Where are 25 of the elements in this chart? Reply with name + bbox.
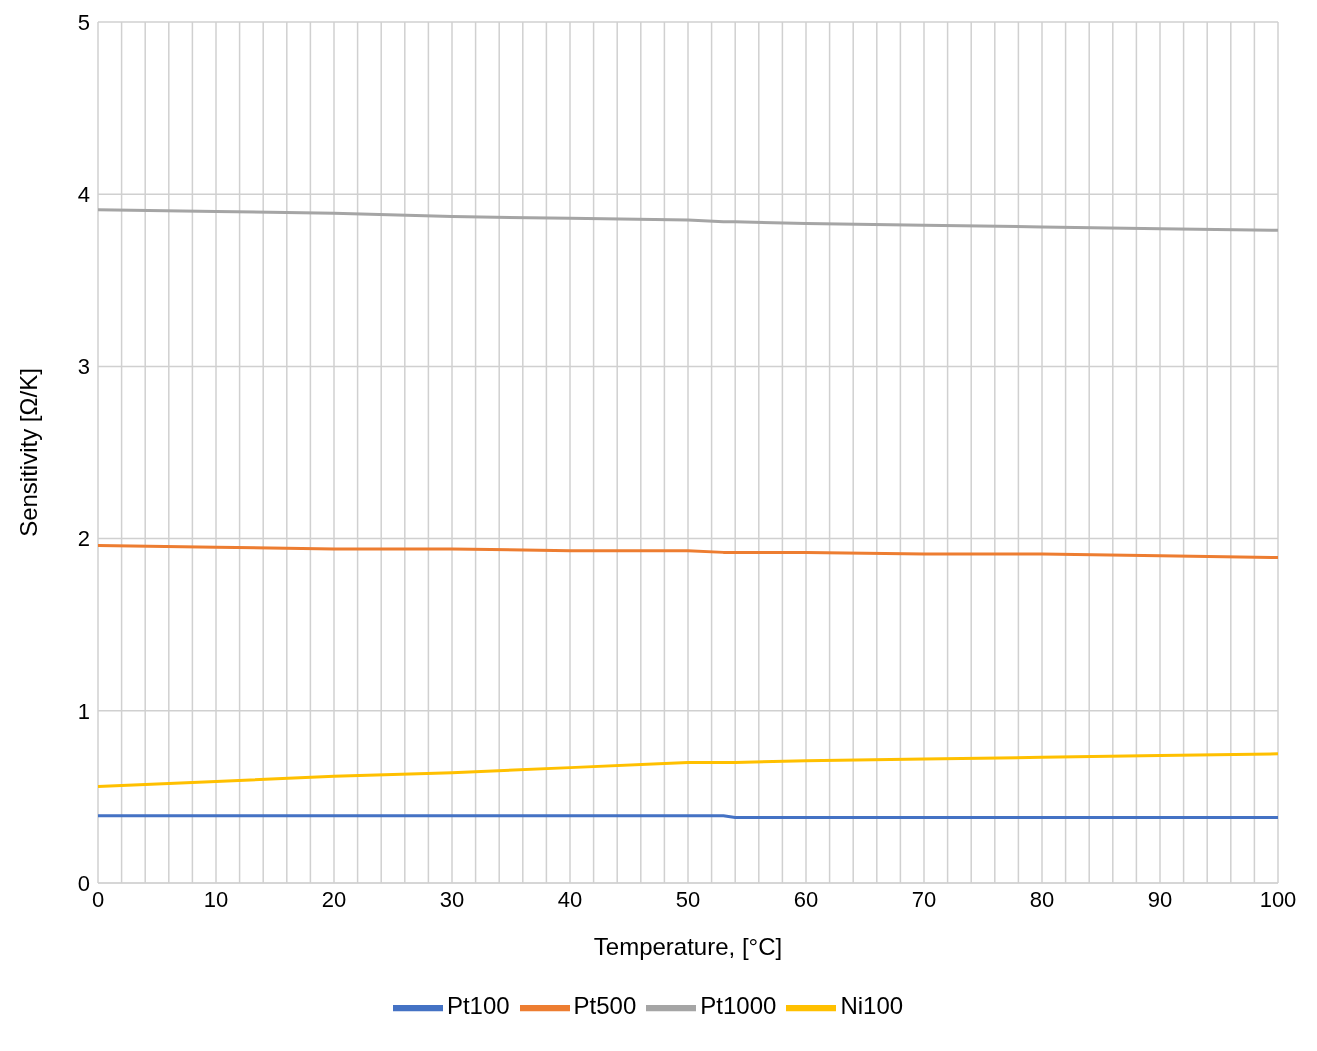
y-axis-title: Sensitivity [Ω/K]: [14, 368, 42, 537]
line-series: [98, 752, 1278, 789]
y-tick-label: 2: [77, 526, 90, 552]
x-tick-label: 100: [1259, 886, 1297, 912]
x-tick-label: 20: [321, 886, 347, 912]
x-tick-label: 80: [1029, 886, 1055, 912]
x-tick-label: 10: [203, 886, 229, 912]
y-tick-label: 4: [77, 182, 90, 208]
x-tick-label: 30: [439, 886, 465, 912]
y-tick-label: 1: [77, 698, 90, 724]
y-tick-label: 0: [77, 870, 90, 896]
legend-label: Ni100: [840, 992, 904, 1020]
y-tick-label: 3: [77, 354, 90, 380]
legend-label: Pt500: [573, 992, 637, 1020]
x-tick-label: 90: [1147, 886, 1173, 912]
legend-label: Pt1000: [700, 992, 777, 1020]
legend-label: Pt100: [446, 992, 510, 1020]
x-tick-label: 70: [911, 886, 937, 912]
line-series: [98, 543, 1278, 560]
x-tick-label: 50: [675, 886, 701, 912]
line-series: [98, 208, 1278, 232]
x-tick-label: 60: [793, 886, 819, 912]
y-tick-label: 5: [77, 9, 90, 35]
x-tick-label: 40: [557, 886, 583, 912]
x-axis-title: Temperature, [°C]: [593, 933, 783, 960]
